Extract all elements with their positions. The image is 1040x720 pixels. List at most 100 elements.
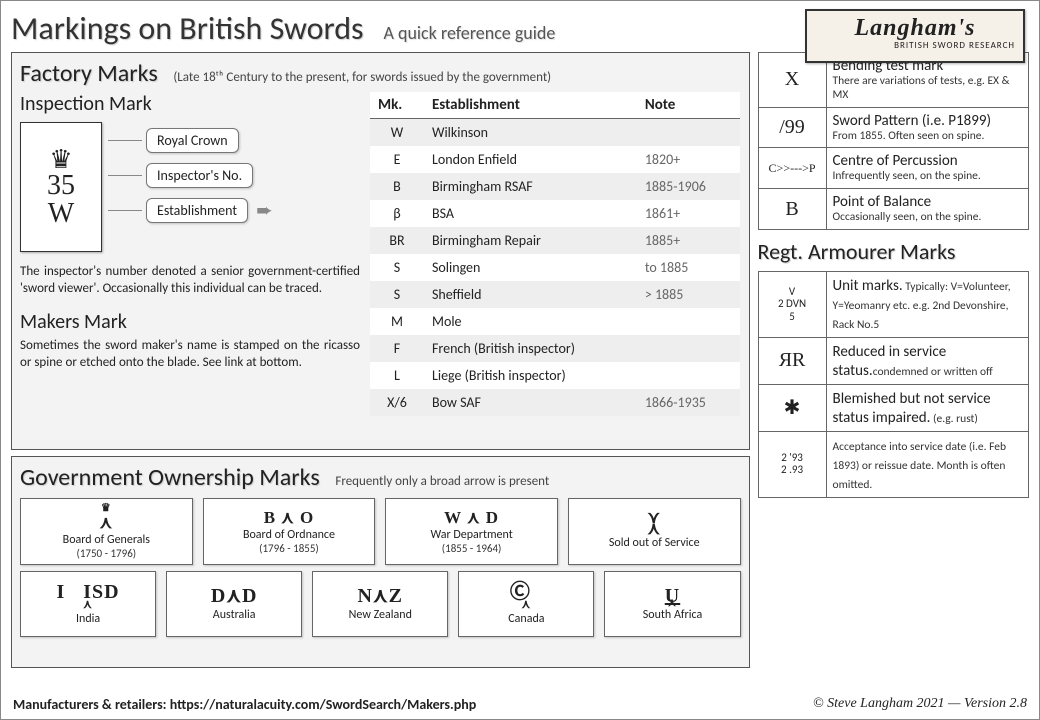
table-row: F French (British inspector): [370, 335, 740, 362]
gov-card: ♛⋏Board of Generals(1750 - 1796): [20, 498, 193, 565]
regt-symbol: V2 DVN5: [758, 271, 826, 337]
info-row: /99 Sword Pattern (i.e. P1899)From 1855.…: [758, 107, 1028, 148]
cell-est: French (British inspector): [424, 335, 637, 362]
inspection-description: The inspector's number denoted a senior …: [20, 264, 360, 298]
cell-mk: β: [370, 200, 424, 227]
cell-mk: BR: [370, 227, 424, 254]
crown-icon: ♛: [49, 146, 72, 172]
regt-title: Regt. Armourer Marks: [758, 238, 1029, 265]
regt-row: 2 '932 .93 Acceptance into service date …: [758, 431, 1028, 497]
info-marks-table: X Bending test markThere are variations …: [758, 52, 1029, 230]
regt-row: V2 DVN5 Unit marks. Typically: V=Volunte…: [758, 271, 1028, 337]
cell-note: 1866-1935: [637, 389, 740, 416]
cell-est: Mole: [424, 308, 637, 335]
brand-logo: Langham's BRITISH SWORD RESEARCH: [805, 9, 1025, 63]
cell-note: 1861+: [637, 200, 740, 227]
regt-marks-table: V2 DVN5 Unit marks. Typically: V=Volunte…: [758, 271, 1029, 498]
cell-est: Sheffield: [424, 281, 637, 308]
cell-note: > 1885: [637, 281, 740, 308]
gov-card: U⋏South Africa: [604, 571, 740, 637]
factory-marks-section: Factory Marks (Late 18ᵗʰ Century to the …: [11, 52, 750, 450]
table-row: X/6 Bow SAF 1866-1935: [370, 389, 740, 416]
gov-card: D⋏DAustralia: [166, 571, 302, 637]
regt-desc: Blemished but not service status impaire…: [826, 384, 1028, 431]
table-row: S Solingen to 1885: [370, 254, 740, 281]
table-row: M Mole: [370, 308, 740, 335]
regt-desc: Reduced in service status.condemned or w…: [826, 337, 1028, 384]
info-symbol: /99: [758, 107, 826, 148]
arrow-right-icon: ➨: [256, 198, 273, 223]
cell-note: 1820+: [637, 146, 740, 173]
info-symbol: B: [758, 189, 826, 230]
regt-row: ЯR Reduced in service status.condemned o…: [758, 337, 1028, 384]
table-row: W Wilkinson: [370, 119, 740, 147]
factory-title: Factory Marks: [20, 59, 158, 88]
cell-est: Birmingham RSAF: [424, 173, 637, 200]
regt-symbol: ЯR: [758, 337, 826, 384]
cell-mk: B: [370, 173, 424, 200]
cell-mk: S: [370, 254, 424, 281]
cell-est: Liege (British inspector): [424, 362, 637, 389]
table-row: E London Enfield 1820+: [370, 146, 740, 173]
makers-description: Sometimes the sword maker's name is stam…: [20, 338, 360, 372]
cell-est: London Enfield: [424, 146, 637, 173]
col-est: Establishment: [424, 92, 637, 119]
cell-est: Birmingham Repair: [424, 227, 637, 254]
regt-row: ✱ Blemished but not service status impai…: [758, 384, 1028, 431]
brand-name: Langham's: [815, 15, 1015, 42]
inspection-stamp: ♛ 35 W: [20, 122, 102, 252]
footer-url: https://naturalacuity.com/SwordSearch/Ma…: [170, 696, 477, 713]
info-symbol: C>>--->P: [758, 148, 826, 189]
footer-credit: © Steve Langham 2021 — Version 2.8: [813, 696, 1027, 713]
inspector-number: 35: [47, 172, 75, 200]
table-row: β BSA 1861+: [370, 200, 740, 227]
gov-card: B ⋏ OBoard of Ordnance(1796 - 1855): [203, 498, 376, 565]
regt-symbol: ✱: [758, 384, 826, 431]
regt-desc: Acceptance into service date (i.e. Feb 1…: [826, 431, 1028, 497]
footer-label: Manufacturers & retailers:: [13, 696, 170, 713]
cell-note: 1885-1906: [637, 173, 740, 200]
col-note: Note: [637, 92, 740, 119]
table-row: BR Birmingham Repair 1885+: [370, 227, 740, 254]
gov-card: W ⋏ DWar Department(1855 - 1964): [385, 498, 558, 565]
gov-note: Frequently only a broad arrow is present: [335, 474, 549, 489]
cell-est: Wilkinson: [424, 119, 637, 147]
cell-est: BSA: [424, 200, 637, 227]
cell-mk: S: [370, 281, 424, 308]
callout-inspector-no: Inspector's No.: [146, 163, 253, 188]
page-title: Markings on British Swords: [11, 9, 364, 48]
table-row: S Sheffield > 1885: [370, 281, 740, 308]
cell-mk: X/6: [370, 389, 424, 416]
table-row: B Birmingham RSAF 1885-1906: [370, 173, 740, 200]
gov-title: Government Ownership Marks: [20, 463, 320, 492]
callout-establishment: Establishment: [146, 198, 248, 223]
cell-mk: W: [370, 119, 424, 147]
factory-note: (Late 18ᵗʰ Century to the present, for s…: [173, 70, 551, 85]
gov-ownership-section: Government Ownership Marks Frequently on…: [11, 456, 750, 668]
brand-tag: BRITISH SWORD RESEARCH: [815, 40, 1015, 51]
cell-est: Solingen: [424, 254, 637, 281]
cell-est: Bow SAF: [424, 389, 637, 416]
cell-note: [637, 335, 740, 362]
makers-title: Makers Mark: [20, 310, 360, 334]
col-mk: Mk.: [370, 92, 424, 119]
info-desc: Point of BalanceOccasionally seen, on th…: [826, 189, 1028, 230]
gov-card: N⋏ZNew Zealand: [312, 571, 448, 637]
cell-note: to 1885: [637, 254, 740, 281]
regt-symbol: 2 '932 .93: [758, 431, 826, 497]
table-row: L Liege (British inspector): [370, 362, 740, 389]
cell-mk: F: [370, 335, 424, 362]
regt-desc: Unit marks. Typically: V=Volunteer, Y=Ye…: [826, 271, 1028, 337]
info-desc: Centre of PercussionInfrequently seen, o…: [826, 148, 1028, 189]
footer: Manufacturers & retailers: https://natur…: [13, 696, 1027, 713]
gov-card: ⋎⋏Sold out of Service: [568, 498, 741, 565]
info-row: C>>--->P Centre of PercussionInfrequentl…: [758, 148, 1028, 189]
establishment-letter: W: [48, 200, 74, 228]
inspection-title: Inspection Mark: [20, 92, 360, 116]
info-desc: Sword Pattern (i.e. P1899)From 1855. Oft…: [826, 107, 1028, 148]
gov-card: Ⓒ ⋏Canada: [458, 571, 594, 637]
info-row: B Point of BalanceOccasionally seen, on …: [758, 189, 1028, 230]
cell-note: 1885+: [637, 227, 740, 254]
cell-note: [637, 362, 740, 389]
cell-mk: L: [370, 362, 424, 389]
